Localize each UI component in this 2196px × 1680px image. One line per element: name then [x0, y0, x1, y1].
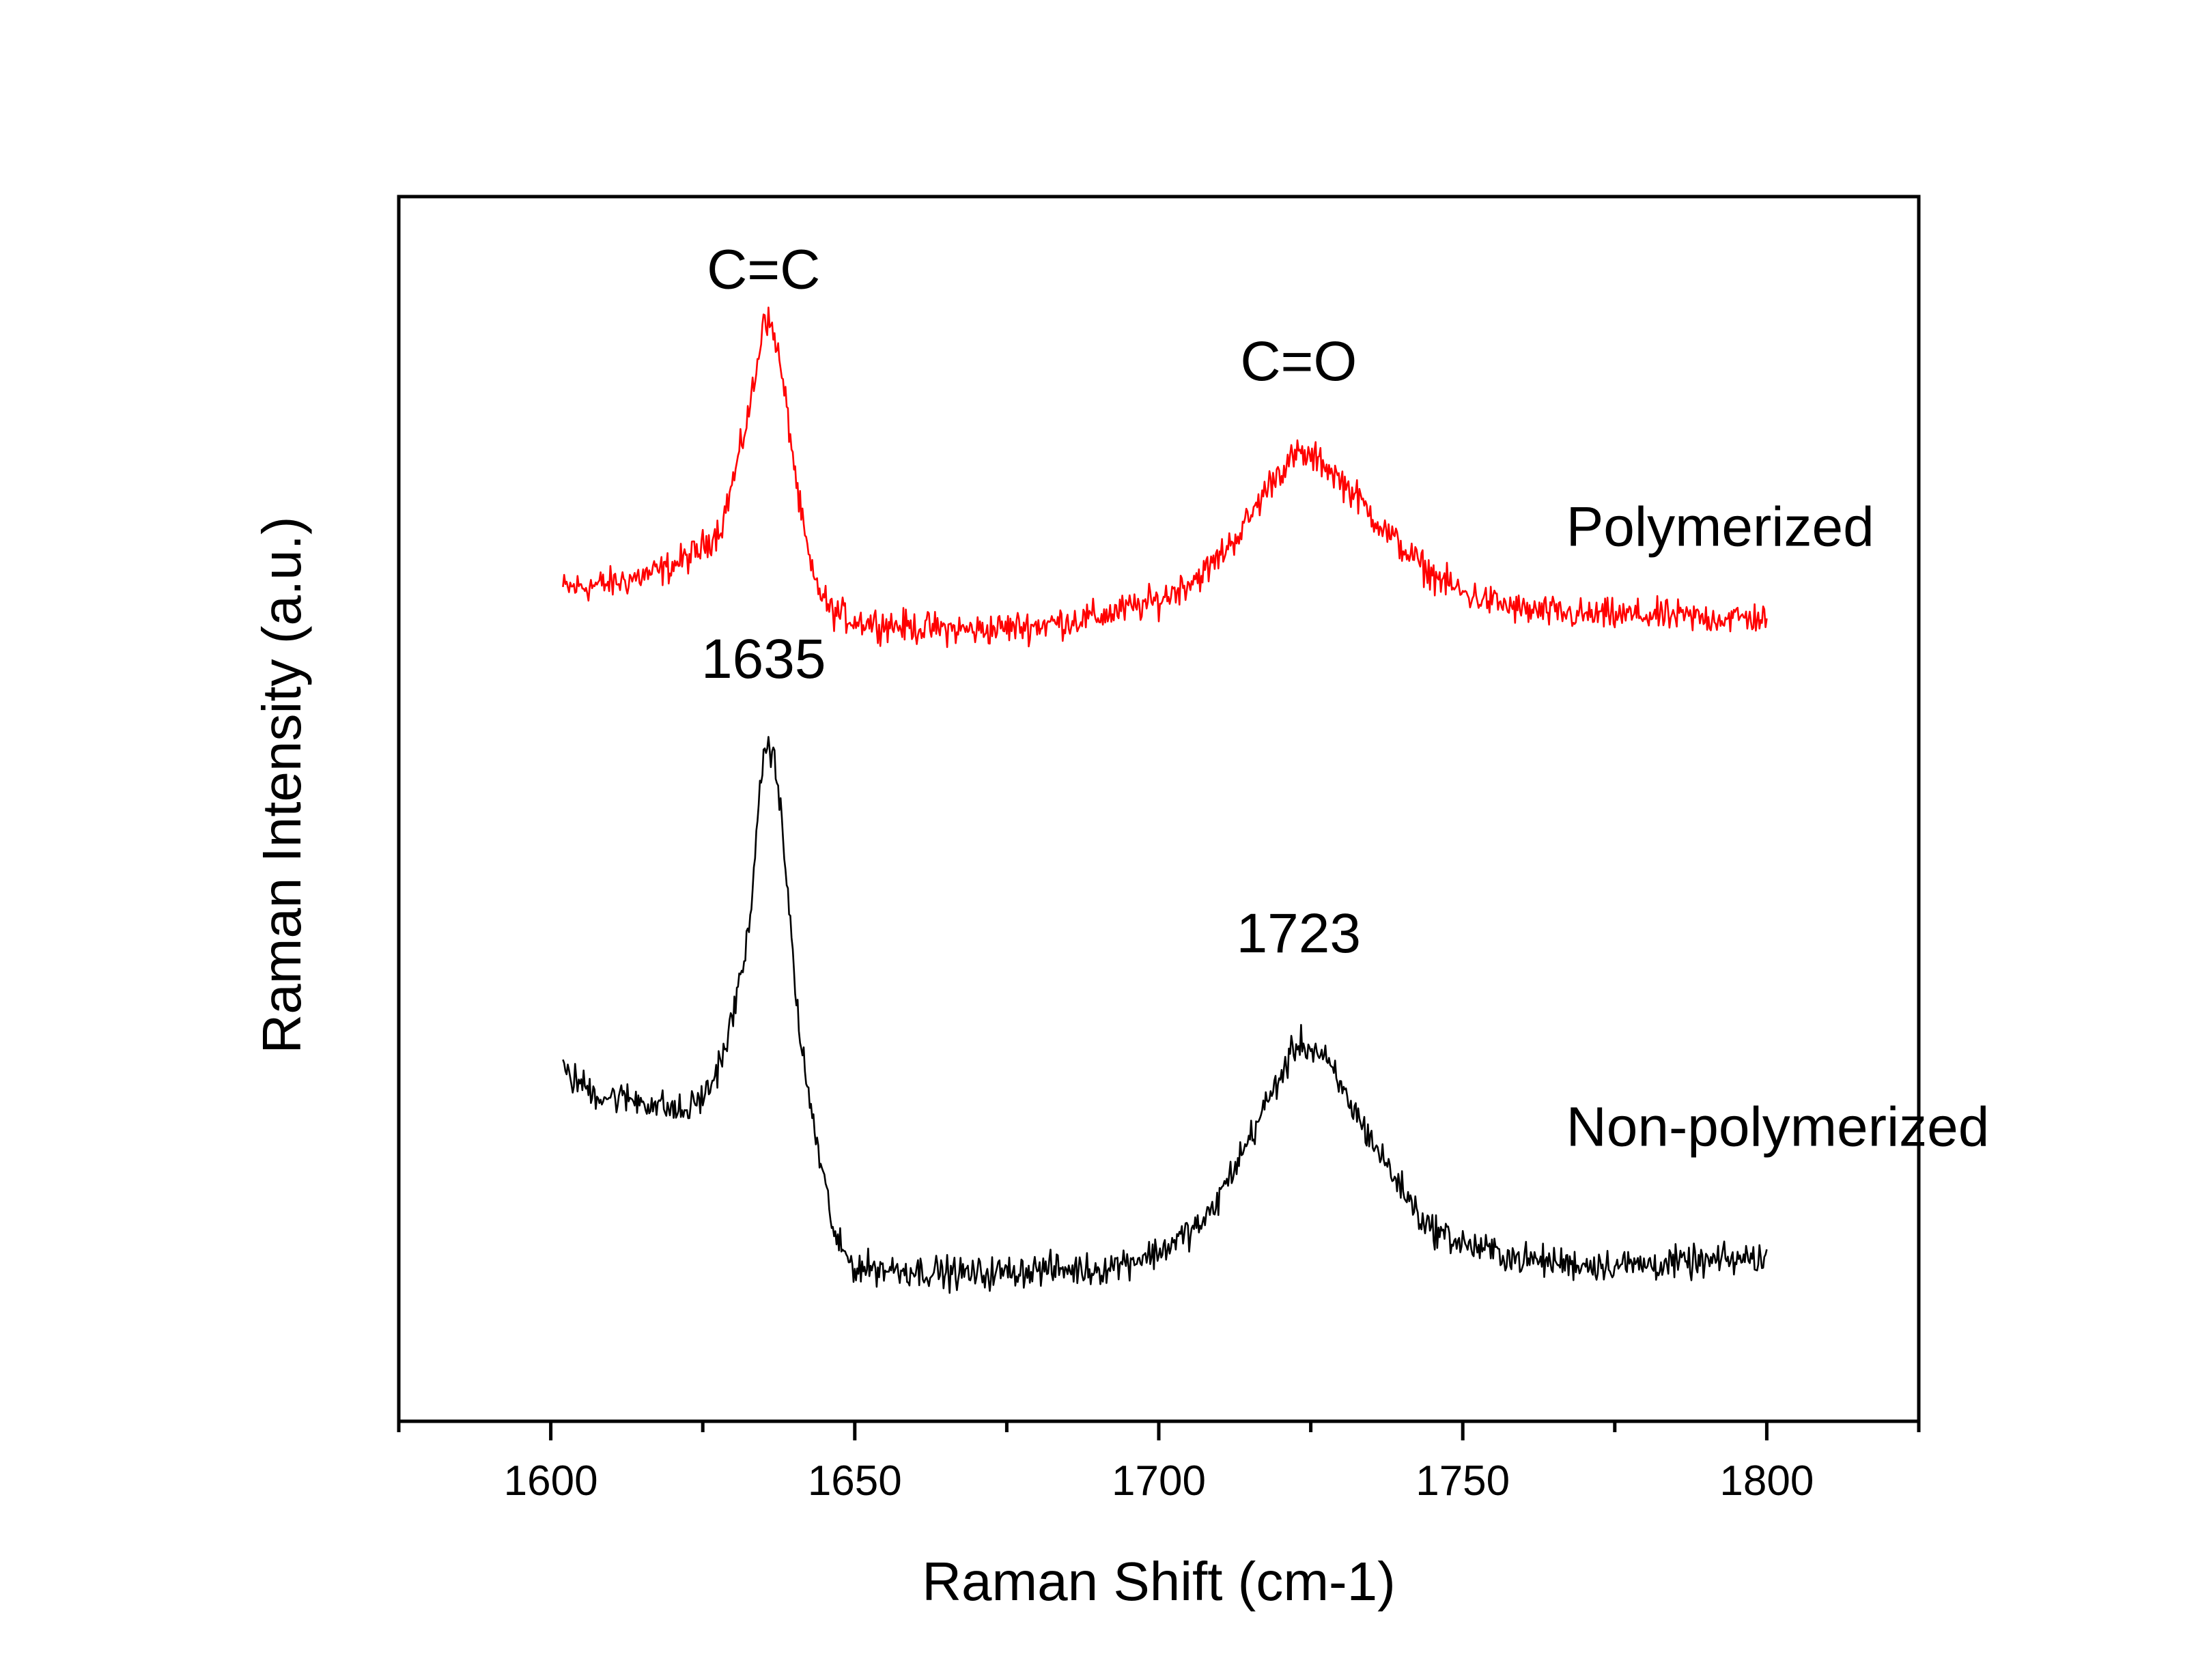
x-tick-label: 1650	[808, 1457, 902, 1505]
series-line-1	[562, 736, 1768, 1294]
series-line-0	[562, 307, 1768, 649]
x-tick-label: 1800	[1719, 1457, 1814, 1505]
plot-frame	[397, 195, 1921, 1423]
x-axis-label: Raman Shift (cm-1)	[922, 1551, 1395, 1612]
peak-annotation: 1635	[701, 628, 826, 690]
y-axis-label: Raman Intensity (a.u.)	[251, 517, 312, 1054]
label-layer: Polymerized Non-polymerized C=C C=O 1635 1723	[701, 239, 1989, 1158]
peak-annotation: C=O	[1240, 330, 1357, 393]
x-axis-ticks: 1600 1650 1700 1750 1800	[397, 1421, 1921, 1505]
series-label: Non-polymerized	[1566, 1096, 1990, 1158]
x-tick-label: 1750	[1416, 1457, 1510, 1505]
series-label: Polymerized	[1566, 496, 1874, 558]
series-layer	[562, 307, 1768, 1294]
x-tick-label: 1600	[504, 1457, 598, 1505]
peak-annotation: 1723	[1237, 902, 1361, 965]
peak-annotation: C=C	[707, 239, 820, 301]
x-tick-label: 1700	[1112, 1457, 1206, 1505]
